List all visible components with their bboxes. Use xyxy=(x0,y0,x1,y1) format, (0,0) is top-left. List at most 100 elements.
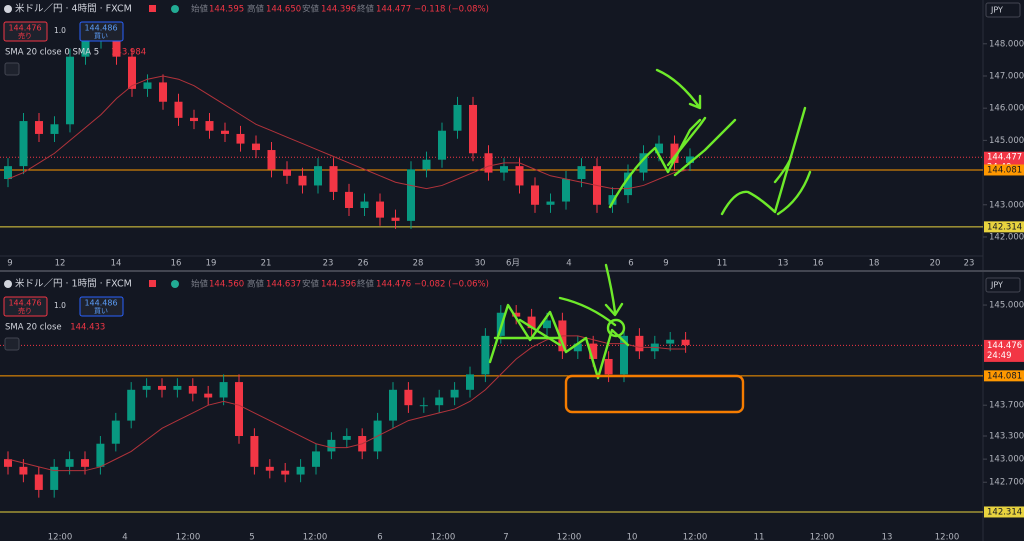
sell-price: 144.476 xyxy=(8,24,41,33)
price-label: 142.314 xyxy=(987,507,1022,517)
candle-body xyxy=(345,191,353,208)
ohlc-close: 144.477 xyxy=(376,5,411,15)
candle-body xyxy=(50,124,59,134)
symbol-icon xyxy=(4,280,12,288)
candle-body xyxy=(111,420,120,444)
pattern-annotation xyxy=(488,263,630,380)
buy-price: 144.486 xyxy=(84,24,117,33)
x-tick-label: 6月 xyxy=(506,259,520,269)
ohlc-high-label: 高値 xyxy=(247,4,265,15)
collapse-button[interactable] xyxy=(4,62,20,76)
candle-body xyxy=(81,459,89,467)
x-tick-label: 23 xyxy=(964,259,975,269)
candle-body xyxy=(221,130,229,134)
buy-button[interactable] xyxy=(79,296,124,317)
circle-annotation xyxy=(606,318,626,338)
x-tick-label: 16 xyxy=(813,259,824,269)
currency-label: JPY xyxy=(990,281,1003,290)
x-tick-label: 12:00 xyxy=(303,533,328,541)
candle-body xyxy=(283,169,291,176)
market-icon xyxy=(171,5,179,13)
candle-body xyxy=(666,339,675,344)
candle-body xyxy=(173,385,182,390)
currency-button[interactable] xyxy=(985,277,1021,293)
sell-button[interactable] xyxy=(3,296,48,317)
symbol-icon xyxy=(4,5,12,13)
x-tick-label: 9 xyxy=(7,259,12,269)
y-tick-label: 143.000 xyxy=(989,455,1024,465)
ohlc-low: 144.396 xyxy=(321,280,356,290)
candle-body xyxy=(190,117,198,122)
x-tick-label: 6 xyxy=(377,533,382,541)
x-tick-label: 11 xyxy=(754,533,765,541)
ohlc-low-label: 安値 xyxy=(302,4,320,15)
y-tick-label: 145.000 xyxy=(989,301,1024,311)
candle-body xyxy=(252,143,260,151)
candle-body xyxy=(515,166,524,186)
candle-body xyxy=(512,312,521,317)
x-tick-label: 12:00 xyxy=(48,533,73,541)
candle-body xyxy=(329,166,338,192)
candle-body xyxy=(219,382,228,398)
zigzag-annotation xyxy=(608,116,737,209)
x-tick-label: 12:00 xyxy=(683,533,708,541)
x-tick-label: 26 xyxy=(358,259,369,269)
price-label: 144.081 xyxy=(987,371,1022,381)
x-tick-label: 18 xyxy=(869,259,880,269)
candle-body xyxy=(128,56,136,89)
candle-body xyxy=(204,393,213,398)
sell-label: 売り xyxy=(18,31,32,40)
x-tick-label: 20 xyxy=(930,259,941,269)
price-label: 144.476 xyxy=(987,341,1022,351)
x-tick-label: 6 xyxy=(628,259,633,269)
x-tick-label: 12:00 xyxy=(431,533,456,541)
x-tick-label: 7 xyxy=(503,533,508,541)
candle-body xyxy=(174,101,183,118)
candle-body xyxy=(267,150,276,170)
countdown-label: 24:49 xyxy=(987,351,1012,361)
candle-body xyxy=(34,474,43,490)
x-tick-label: 4 xyxy=(122,533,127,541)
x-tick-label: 23 xyxy=(323,259,334,269)
candle-body xyxy=(450,389,459,398)
x-tick-label: 21 xyxy=(261,259,272,269)
candle-body xyxy=(639,153,648,173)
candle-body xyxy=(466,374,474,390)
candle-body xyxy=(407,169,415,221)
candle-body xyxy=(188,385,197,394)
x-tick-label: 14 xyxy=(111,259,122,269)
candle-body xyxy=(236,133,245,144)
candle-body xyxy=(296,466,305,475)
candle-body xyxy=(562,179,570,202)
candle-body xyxy=(543,320,551,329)
candle-body xyxy=(589,343,598,359)
price-label-box xyxy=(984,164,1024,176)
candle-body xyxy=(435,397,444,406)
x-tick-label: 12:00 xyxy=(557,533,582,541)
candle-body xyxy=(577,166,586,180)
x-tick-label: 12 xyxy=(55,259,66,269)
ohlc-low: 144.396 xyxy=(321,5,356,15)
ohlc-low-label: 安値 xyxy=(302,279,320,290)
candle-body xyxy=(608,195,617,205)
candle-body xyxy=(389,389,397,421)
price-label: 142.314 xyxy=(987,222,1022,232)
sell-button[interactable] xyxy=(3,21,48,42)
annotations xyxy=(488,68,812,380)
currency-button[interactable] xyxy=(985,2,1021,18)
sma-line xyxy=(7,75,691,190)
x-tick-label: 12:00 xyxy=(935,533,960,541)
y-tick-label: 142.700 xyxy=(989,478,1024,488)
x-tick-label: 9 xyxy=(663,259,668,269)
candle-body xyxy=(50,466,59,490)
candle-body xyxy=(81,40,90,57)
price-label-box xyxy=(984,339,1024,362)
candle-body xyxy=(620,335,628,375)
ohlc-close-label: 終値 xyxy=(357,279,375,290)
arrow-annotation xyxy=(655,68,702,110)
candle-body xyxy=(527,316,536,329)
collapse-button[interactable] xyxy=(4,337,20,351)
buy-button[interactable] xyxy=(79,21,124,42)
ohlc-open: 144.595 xyxy=(209,5,244,15)
